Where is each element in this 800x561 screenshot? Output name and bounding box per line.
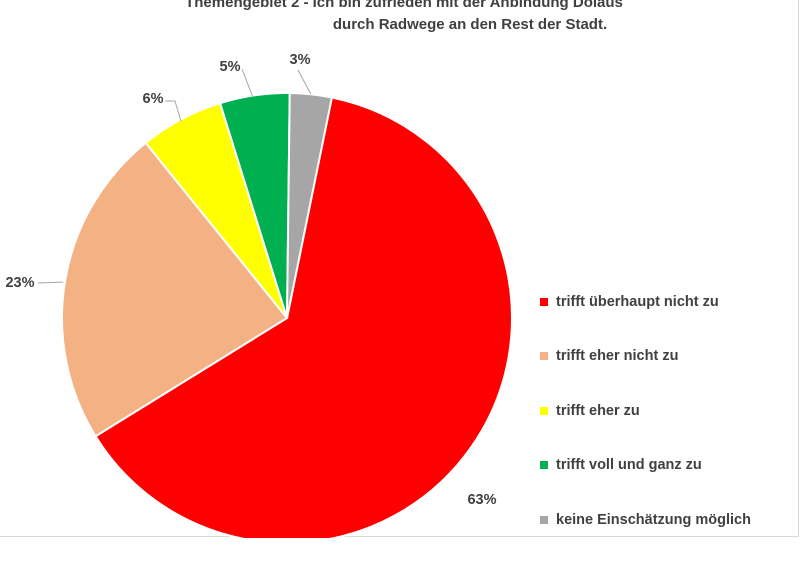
legend-swatch: [540, 461, 548, 469]
chart-legend: trifft überhaupt nicht zu trifft eher ni…: [540, 288, 751, 561]
legend-swatch: [540, 515, 548, 524]
chart-frame: [0, 0, 799, 537]
legend-swatch: [540, 352, 548, 360]
data-label-trifft-voll-und-ganz-zu: 5%: [220, 59, 241, 75]
legend-item-trifft-ueberhaupt-nicht-zu: trifft überhaupt nicht zu: [540, 288, 751, 315]
legend-label: keine Einschätzung möglich: [556, 511, 751, 528]
leader-line-trifft-voll-und-ganz-zu: [241, 68, 253, 97]
chart-title: Themengebiet 2 - Ich bin zufrieden mit d…: [0, 0, 800, 36]
data-label-trifft-eher-nicht-zu: 23%: [5, 275, 34, 291]
legend-swatch: [540, 406, 548, 415]
legend-item-trifft-voll-und-ganz-zu: trifft voll und ganz zu: [540, 452, 751, 479]
legend-item-trifft-eher-zu: trifft eher zu: [540, 397, 751, 424]
legend-item-keine-einschaetzung-moeglich: keine Einschätzung möglich: [540, 506, 751, 533]
legend-swatch: [540, 297, 548, 306]
data-label-keine-einsch-tzung-m-glich: 3%: [290, 52, 311, 68]
data-label-trifft-berhaupt-nicht-zu: 63%: [467, 492, 496, 508]
pie-chart: 63% 23% 6% 5% 3%: [5, 52, 513, 538]
pie-slice-trifft-eher-nicht-zu: [61, 141, 289, 438]
leader-line-trifft-eher-nicht-zu: [37, 281, 64, 284]
pie-slice-keine-einsch-tzung-m-glich: [286, 92, 334, 319]
leader-line-trifft-eher-zu: [165, 100, 182, 122]
chart-title-line-1: Themengebiet 2 - Ich bin zufrieden mit d…: [185, 0, 623, 11]
legend-label: trifft voll und ganz zu: [556, 457, 702, 473]
legend-item-trifft-eher-nicht-zu: trifft eher nicht zu: [540, 343, 751, 370]
pie-slice-trifft-berhaupt-nicht-zu: [94, 96, 513, 538]
leader-line-keine-einsch-tzung-m-glich: [297, 69, 312, 95]
legend-label: trifft eher nicht zu: [556, 348, 679, 364]
data-label-trifft-eher-zu: 6%: [143, 91, 164, 107]
chart-title-line-2: durch Radwege an den Rest der Stadt.: [332, 16, 608, 33]
legend-label: trifft eher zu: [556, 402, 640, 419]
legend-label: trifft überhaupt nicht zu: [556, 293, 719, 310]
